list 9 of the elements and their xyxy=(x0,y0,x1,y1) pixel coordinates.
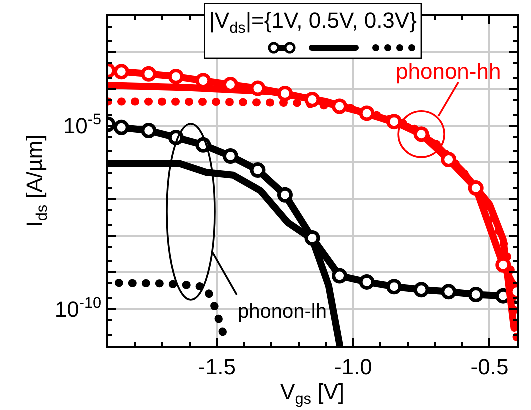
x-axis-title: V$_{gs}$ [V] xyxy=(280,379,344,408)
y-tick-label: 10$^{-10}$ xyxy=(54,294,102,322)
annotation: phonon-lh xyxy=(238,301,327,323)
y-tick-label: 10$^{-5}$ xyxy=(63,111,102,139)
x-tick-label: -1.5 xyxy=(198,354,236,380)
x-tick-label: -0.5 xyxy=(470,354,509,380)
x-tick-label: -1.0 xyxy=(334,354,372,380)
annotation: phonon-hh xyxy=(396,59,502,84)
annotation: |V$_{ds}$|={1V, 0.5V, 0.3V} xyxy=(209,8,417,37)
